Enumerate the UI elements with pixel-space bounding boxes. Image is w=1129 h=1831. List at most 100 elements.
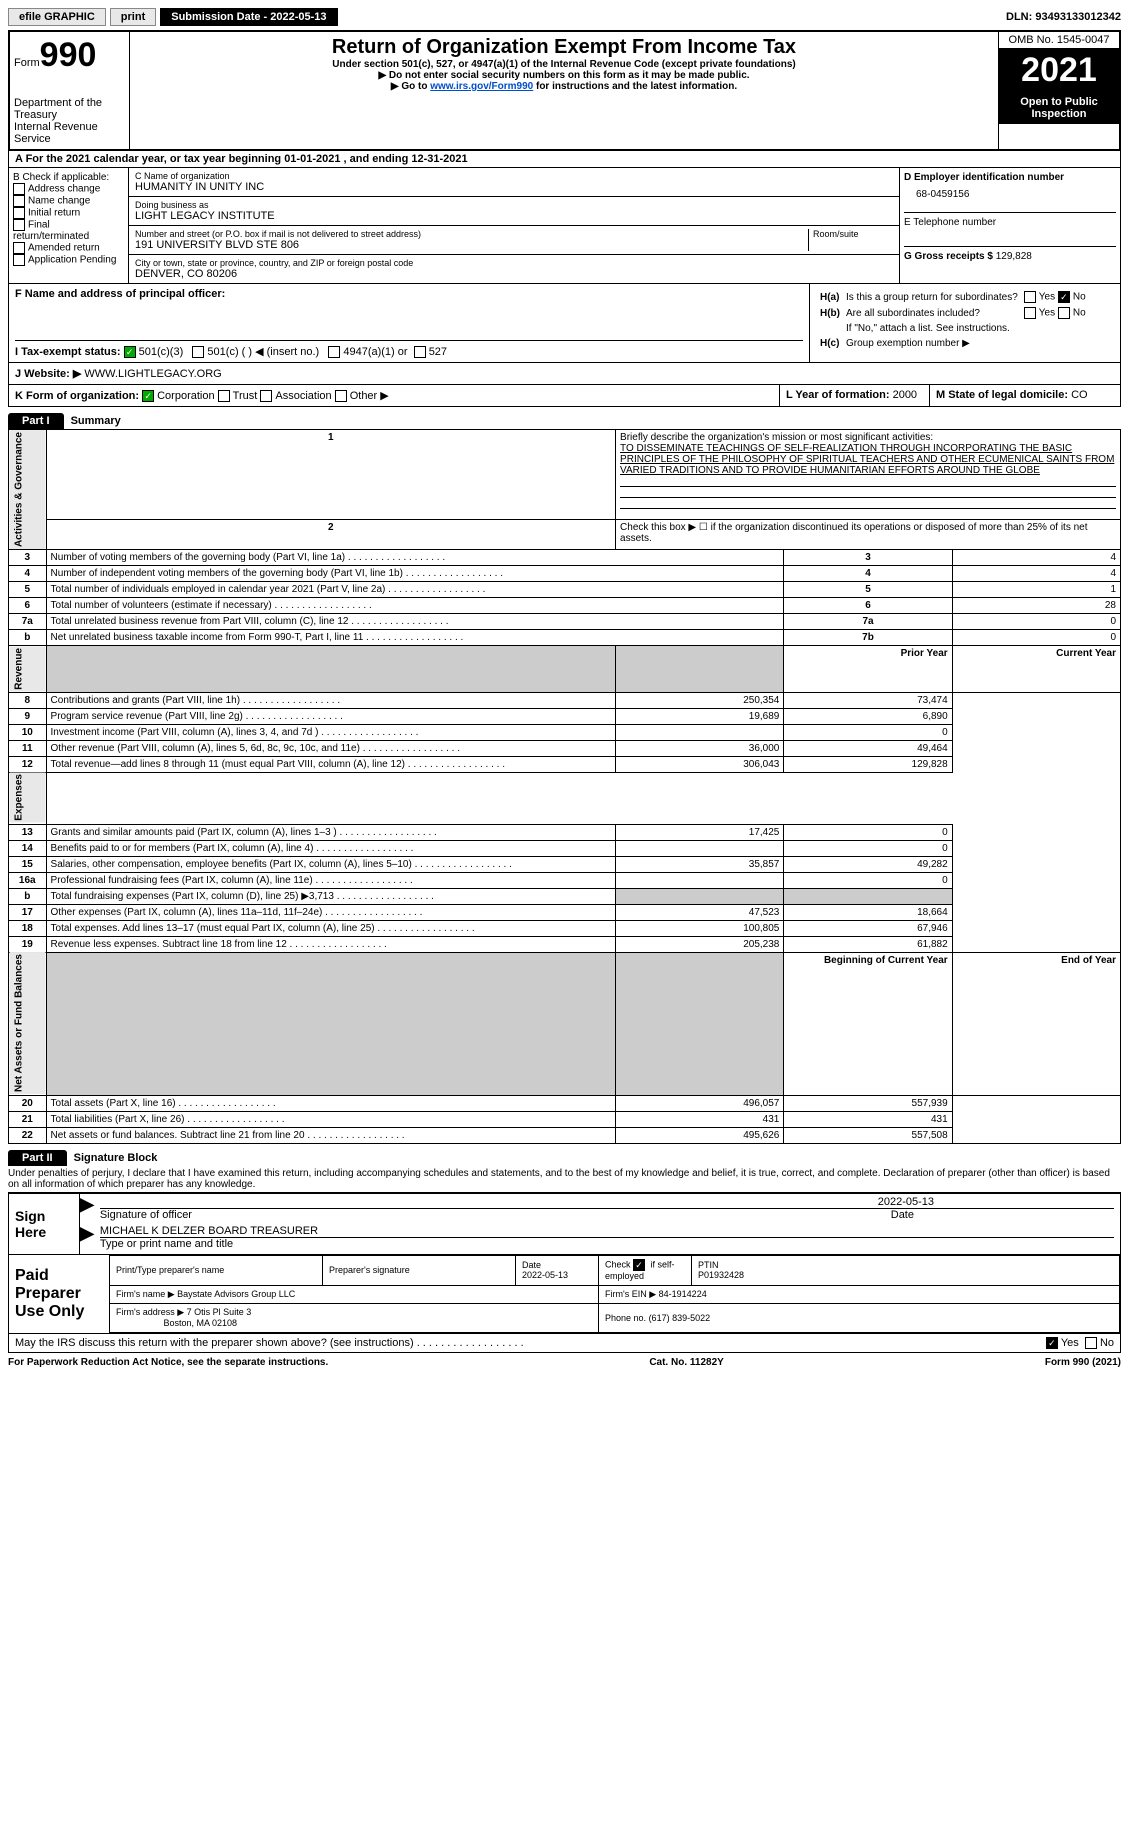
org-name-label: C Name of organization: [135, 171, 893, 181]
may-irs-discuss: May the IRS discuss this return with the…: [15, 1337, 1046, 1349]
hb-note: If "No," attach a list. See instructions…: [844, 322, 1088, 335]
perjury-declaration: Under penalties of perjury, I declare th…: [8, 1166, 1121, 1192]
submission-date: Submission Date - 2022-05-13: [160, 8, 337, 26]
may-irs-no[interactable]: [1085, 1337, 1097, 1349]
checkbox-4947[interactable]: [328, 346, 340, 358]
current-year-header: Current Year: [952, 646, 1120, 693]
gross-receipts-label: G Gross receipts $: [904, 251, 993, 262]
checkbox-application-pending[interactable]: [13, 254, 25, 266]
type-name-label: Type or print name and title: [100, 1238, 1114, 1250]
state-domicile-label: M State of legal domicile:: [936, 389, 1068, 401]
checkbox-association[interactable]: [260, 390, 272, 402]
firm-city: Boston, MA 02108: [164, 1318, 238, 1328]
ha-no[interactable]: [1058, 291, 1070, 303]
paid-preparer-label: Paid Preparer Use Only: [9, 1255, 109, 1333]
checkbox-trust[interactable]: [218, 390, 230, 402]
row-a-tax-year: A For the 2021 calendar year, or tax yea…: [8, 151, 1121, 168]
street-address: 191 UNIVERSITY BLVD STE 806: [135, 239, 804, 251]
section-activities-governance: Activities & Governance: [9, 430, 47, 550]
ein-label: D Employer identification number: [904, 172, 1116, 183]
checkbox-501c3[interactable]: [124, 346, 136, 358]
print-button[interactable]: print: [110, 8, 156, 26]
firm-name: Baystate Advisors Group LLC: [177, 1289, 295, 1299]
ha-text: Is this a group return for subordinates?: [844, 290, 1020, 304]
hb-yes[interactable]: [1024, 307, 1036, 319]
checkbox-527[interactable]: [414, 346, 426, 358]
checkbox-initial-return[interactable]: [13, 207, 25, 219]
efile-button[interactable]: efile GRAPHIC: [8, 8, 106, 26]
checkbox-address-change[interactable]: [13, 183, 25, 195]
col-d-ein: D Employer identification number 68-0459…: [900, 168, 1120, 283]
sign-here-label: Sign Here: [9, 1194, 79, 1254]
form-subtitle: Under section 501(c), 527, or 4947(a)(1)…: [134, 59, 994, 70]
part-1-title: Summary: [71, 415, 121, 427]
checkbox-name-change[interactable]: [13, 195, 25, 207]
part-2-header: Part II: [8, 1150, 67, 1166]
prep-date: 2022-05-13: [522, 1270, 568, 1280]
room-label: Room/suite: [813, 229, 893, 239]
org-name: HUMANITY IN UNITY INC: [135, 181, 893, 193]
year-box: OMB No. 1545-0047 2021 Open to Public In…: [999, 32, 1119, 149]
dba-label: Doing business as: [135, 200, 893, 210]
dln-number: DLN: 93493133012342: [1006, 11, 1121, 23]
form-label: Form: [14, 57, 40, 69]
principal-officer-label: F Name and address of principal officer:: [15, 288, 225, 300]
ha-yes[interactable]: [1024, 291, 1036, 303]
website-value: WWW.LIGHTLEGACY.ORG: [84, 368, 221, 380]
open-to-public: Open to Public Inspection: [999, 92, 1119, 124]
prep-sig-label: Preparer's signature: [329, 1265, 410, 1275]
form-note-2: ▶ Go to www.irs.gov/Form990 for instruct…: [134, 81, 994, 92]
col-b-label: B Check if applicable:: [13, 172, 124, 183]
city-label: City or town, state or province, country…: [135, 258, 893, 268]
form-title: Return of Organization Exempt From Incom…: [134, 36, 994, 59]
line-2-text: Check this box ▶ ☐ if the organization d…: [616, 520, 1121, 550]
hb-no[interactable]: [1058, 307, 1070, 319]
year-formation: 2000: [893, 389, 917, 401]
col-c-org-info: C Name of organization HUMANITY IN UNITY…: [129, 168, 900, 283]
part-2-title: Signature Block: [74, 1152, 158, 1164]
end-year-header: End of Year: [952, 952, 1120, 1095]
tel-label: E Telephone number: [904, 212, 1116, 228]
irs-label: Internal Revenue Service: [14, 121, 125, 145]
city-state-zip: DENVER, CO 80206: [135, 268, 893, 280]
form-note-1: ▶ Do not enter social security numbers o…: [134, 70, 994, 81]
sig-date-label: Date: [891, 1209, 1114, 1221]
sig-date: 2022-05-13: [100, 1196, 1114, 1209]
dba-name: LIGHT LEGACY INSTITUTE: [135, 210, 893, 222]
part-1-header: Part I: [8, 413, 64, 429]
website-label: J Website: ▶: [15, 368, 81, 380]
tax-year: 2021: [999, 49, 1119, 92]
hc-text: Group exemption number ▶: [844, 337, 1088, 350]
form-number: 990: [40, 36, 97, 74]
form-footer: Form 990 (2021): [1045, 1357, 1121, 1368]
state-domicile: CO: [1071, 389, 1088, 401]
checkbox-amended-return[interactable]: [13, 242, 25, 254]
year-formation-label: L Year of formation:: [786, 389, 890, 401]
checkbox-corporation[interactable]: [142, 390, 154, 402]
mission-statement: TO DISSEMINATE TEACHINGS OF SELF-REALIZA…: [620, 443, 1114, 476]
beginning-year-header: Beginning of Current Year: [784, 952, 952, 1095]
col-b-checkboxes: B Check if applicable: Address changeNam…: [9, 168, 129, 283]
gross-receipts-value: 129,828: [996, 251, 1032, 262]
addr-label: Number and street (or P.O. box if mail i…: [135, 229, 804, 239]
checkbox-other[interactable]: [335, 390, 347, 402]
firm-ein: 84-1914224: [659, 1289, 707, 1299]
sig-officer-label: Signature of officer: [100, 1209, 192, 1221]
firm-address: 7 Otis Pl Suite 3: [187, 1307, 252, 1317]
form-id-box: Form990 Department of the Treasury Inter…: [10, 32, 130, 149]
checkbox-final-return-terminated[interactable]: [13, 219, 25, 231]
may-irs-yes[interactable]: [1046, 1337, 1058, 1349]
prep-print-label: Print/Type preparer's name: [116, 1265, 224, 1275]
line-1-label: Briefly describe the organization's miss…: [620, 432, 933, 443]
tax-exempt-label: I Tax-exempt status:: [15, 346, 121, 358]
section-revenue: Revenue: [9, 646, 47, 693]
prior-year-header: Prior Year: [784, 646, 952, 693]
firm-phone: (617) 839-5022: [649, 1313, 711, 1323]
catalog-number: Cat. No. 11282Y: [649, 1357, 723, 1368]
checkbox-501c[interactable]: [192, 346, 204, 358]
ein-value: 68-0459156: [904, 183, 1116, 212]
irs-link[interactable]: www.irs.gov/Form990: [430, 81, 533, 92]
officer-name: MICHAEL K DELZER BOARD TREASURER: [100, 1225, 1114, 1238]
form-title-box: Return of Organization Exempt From Incom…: [130, 32, 999, 149]
dept-treasury: Department of the Treasury: [14, 97, 125, 121]
